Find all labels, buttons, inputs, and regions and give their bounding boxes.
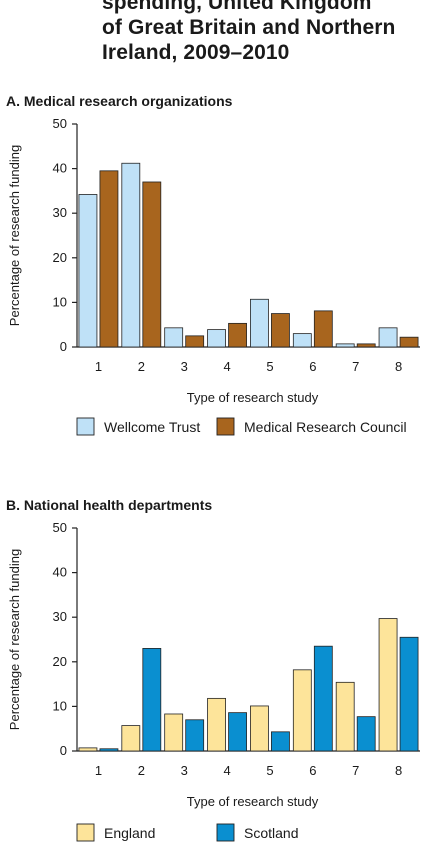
chart-a-bar-medical-research-council-8 [399,336,419,348]
chart-a-bar-wellcome-trust-1 [78,194,98,348]
chart-b-y-tick-label: 30 [53,609,67,624]
chart-b-x-tick-label: 3 [181,763,188,778]
chart-b-bar-england-6 [292,669,312,752]
chart-a-x-tick-label: 7 [352,359,359,374]
chart-b-x-tick-label: 7 [352,763,359,778]
chart-a-bar-medical-research-council-5 [271,313,290,348]
chart-a-bar-wellcome-trust-3 [164,327,184,348]
chart-a-bar-wellcome-trust-7 [335,343,355,348]
chart-a-x-tick-label: 4 [223,359,230,374]
chart-b-x-tick-label: 6 [309,763,316,778]
chart-a-bar-medical-research-council-2 [142,181,162,348]
chart-b-y-axis-title: Percentage of research funding [7,549,22,730]
chart-b-bar-england-2 [121,725,141,752]
chart-a-x-tick-label: 3 [181,359,188,374]
figure-title-line-2: of Great Britain and Northern [102,16,396,39]
chart-b-x-tick-label: 2 [138,763,145,778]
chart-b-bar-scotland-3 [185,719,205,752]
chart-b-legend-swatch-1 [216,823,235,842]
chart-a-y-tick-label: 20 [53,250,67,265]
chart-a-panel-title: A. Medical research organizations [6,93,233,109]
chart-b-bar-scotland-2 [142,648,162,752]
chart-b-legend-label-1: Scotland [244,825,298,841]
chart-a-bar-wellcome-trust-4 [207,329,226,348]
chart-b-bar-scotland-8 [399,636,419,752]
chart-a-bar-wellcome-trust-8 [378,327,398,348]
chart-a-legend-swatch-1 [216,417,235,436]
chart-b-x-tick-label: 5 [266,763,273,778]
chart-b-y-tick-label: 50 [53,520,67,535]
chart-b-x-tick-label: 4 [223,763,230,778]
chart-a-bar-medical-research-council-1 [99,170,119,348]
chart-b-bar-scotland-6 [313,645,333,752]
chart-b-bar-england-5 [250,705,269,752]
chart-b-bar-scotland-4 [228,712,247,752]
chart-b-bar-england-3 [164,713,184,752]
chart-b-bar-england-7 [335,681,355,752]
chart-a-y-tick-label: 30 [53,205,67,220]
chart-a-medical-research: A. Medical research organizations 0 10 20 30… [6,93,420,436]
chart-b-y-tick-label: 0 [60,743,67,758]
chart-a-bar-medical-research-council-3 [185,335,205,348]
chart-a-legend-label-1: Medical Research Council [244,419,407,435]
chart-b-x-axis-title: Type of research study [187,794,319,809]
chart-a-bar-medical-research-council-7 [356,343,376,348]
chart-a-y-axis-title: Percentage of research funding [7,145,22,326]
chart-a-x-tick-label: 1 [95,359,102,374]
chart-a-legend-swatch-0 [76,417,95,436]
chart-b-x-tick-label: 8 [395,763,402,778]
chart-b-y-tick-label: 40 [53,565,67,580]
chart-b-panel-title: B. National health departments [6,497,212,513]
chart-a-x-tick-label: 8 [395,359,402,374]
chart-b-bar-england-1 [78,747,98,752]
chart-a-y-tick-label: 0 [60,339,67,354]
figure-title-line-1: spending, United Kingdom [102,0,372,14]
figure-title: spending, United Kingdom of Great Britai… [102,0,422,65]
chart-b-legend-swatch-0 [76,823,95,842]
chart-a-y-tick-label: 10 [53,294,67,309]
chart-a-x-tick-label: 5 [266,359,273,374]
chart-b-bar-scotland-5 [271,731,290,752]
chart-b-bar-scotland-7 [356,716,376,752]
chart-b-national-health-departments: B. National health departments 0 10 20 30 40 5… [6,497,420,842]
chart-a-bar-wellcome-trust-6 [292,333,312,348]
chart-b-bar-england-8 [378,618,398,752]
chart-a-bar-wellcome-trust-2 [121,162,141,348]
chart-a-x-tick-label: 6 [309,359,316,374]
chart-a-x-axis-title: Type of research study [187,390,319,405]
chart-b-y-tick-label: 20 [53,654,67,669]
figure-title-line-3: Ireland, 2009–2010 [102,41,290,64]
chart-a-y-tick-label: 50 [53,116,67,131]
chart-a-bar-medical-research-council-4 [228,322,247,348]
chart-a-bar-wellcome-trust-5 [250,298,269,348]
chart-a-legend-label-0: Wellcome Trust [104,419,200,435]
chart-b-bar-england-4 [207,697,226,752]
chart-a-bar-medical-research-council-6 [313,310,333,348]
chart-a-y-tick-label: 40 [53,161,67,176]
chart-a-x-tick-label: 2 [138,359,145,374]
chart-b-bar-scotland-1 [99,748,119,752]
chart-b-x-tick-label: 1 [95,763,102,778]
chart-b-y-tick-label: 10 [53,698,67,713]
chart-b-legend-label-0: England [104,825,155,841]
